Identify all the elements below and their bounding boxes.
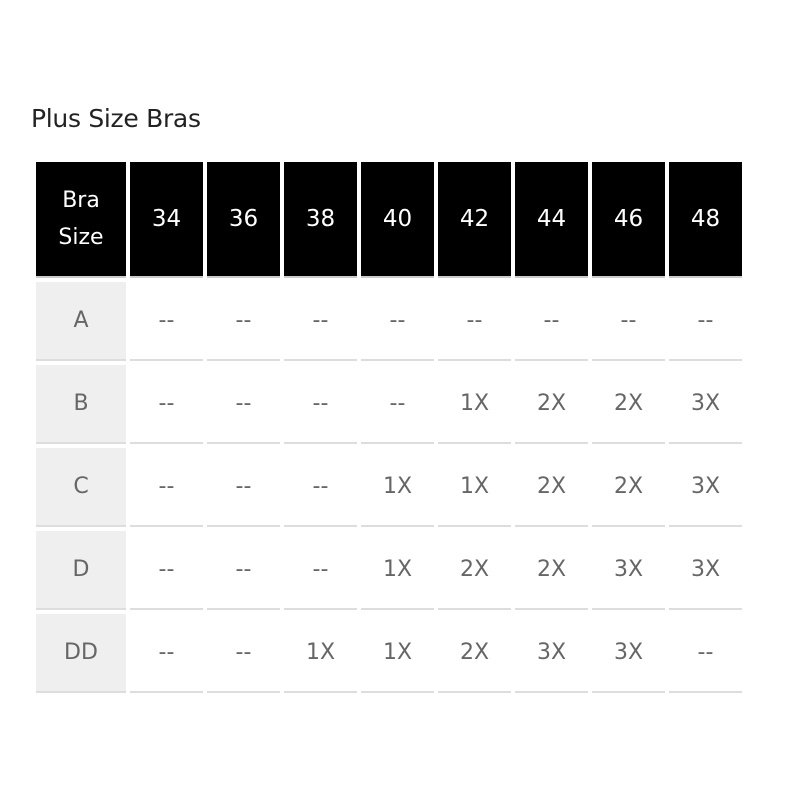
size-cell: -- xyxy=(130,614,203,693)
size-chart-table: Bra Size 34 36 38 40 42 44 46 48 A -- -- -- -- -- -- -… xyxy=(32,158,746,697)
band-size-header: 38 xyxy=(284,162,357,278)
size-cell: 1X xyxy=(284,614,357,693)
size-cell: 2X xyxy=(592,365,665,444)
band-size-header: 42 xyxy=(438,162,511,278)
table-row: C -- -- -- 1X 1X 2X 2X 3X xyxy=(36,448,742,527)
size-cell: 1X xyxy=(361,448,434,527)
band-size-header: 44 xyxy=(515,162,588,278)
size-cell: -- xyxy=(361,282,434,361)
size-cell: 1X xyxy=(361,614,434,693)
size-cell: 3X xyxy=(669,448,742,527)
size-cell: -- xyxy=(130,448,203,527)
band-size-header: 46 xyxy=(592,162,665,278)
table-row: B -- -- -- -- 1X 2X 2X 3X xyxy=(36,365,742,444)
table-header-row: Bra Size 34 36 38 40 42 44 46 48 xyxy=(36,162,742,278)
size-cell: 2X xyxy=(592,448,665,527)
size-cell: 3X xyxy=(515,614,588,693)
size-cell: -- xyxy=(361,365,434,444)
size-cell: -- xyxy=(130,282,203,361)
size-cell: -- xyxy=(130,365,203,444)
cup-size-label: A xyxy=(36,282,126,361)
size-cell: 3X xyxy=(592,531,665,610)
table-row: DD -- -- 1X 1X 2X 3X 3X -- xyxy=(36,614,742,693)
corner-header-line1: Bra xyxy=(62,188,100,213)
size-cell: -- xyxy=(284,448,357,527)
size-cell: 3X xyxy=(669,531,742,610)
size-cell: 3X xyxy=(592,614,665,693)
size-cell: -- xyxy=(592,282,665,361)
table-row: D -- -- -- 1X 2X 2X 3X 3X xyxy=(36,531,742,610)
size-cell: 1X xyxy=(361,531,434,610)
size-cell: -- xyxy=(438,282,511,361)
corner-header: Bra Size xyxy=(36,162,126,278)
cup-size-label: D xyxy=(36,531,126,610)
size-cell: -- xyxy=(669,282,742,361)
size-cell: -- xyxy=(284,531,357,610)
band-size-header: 36 xyxy=(207,162,280,278)
cup-size-label: B xyxy=(36,365,126,444)
size-cell: -- xyxy=(130,531,203,610)
band-size-header: 40 xyxy=(361,162,434,278)
size-cell: 2X xyxy=(515,365,588,444)
size-cell: -- xyxy=(669,614,742,693)
size-cell: -- xyxy=(207,282,280,361)
size-cell: 2X xyxy=(438,614,511,693)
size-cell: -- xyxy=(207,365,280,444)
size-cell: 2X xyxy=(515,448,588,527)
cup-size-label: DD xyxy=(36,614,126,693)
band-size-header: 48 xyxy=(669,162,742,278)
size-cell: -- xyxy=(207,614,280,693)
page-title: Plus Size Bras xyxy=(31,104,201,133)
size-cell: 1X xyxy=(438,448,511,527)
size-cell: 1X xyxy=(438,365,511,444)
size-cell: -- xyxy=(284,282,357,361)
size-cell: -- xyxy=(207,448,280,527)
corner-header-line2: Size xyxy=(58,225,104,250)
size-cell: 2X xyxy=(438,531,511,610)
cup-size-label: C xyxy=(36,448,126,527)
table-row: A -- -- -- -- -- -- -- -- xyxy=(36,282,742,361)
size-cell: -- xyxy=(284,365,357,444)
size-cell: -- xyxy=(207,531,280,610)
size-cell: 3X xyxy=(669,365,742,444)
size-cell: 2X xyxy=(515,531,588,610)
band-size-header: 34 xyxy=(130,162,203,278)
size-cell: -- xyxy=(515,282,588,361)
